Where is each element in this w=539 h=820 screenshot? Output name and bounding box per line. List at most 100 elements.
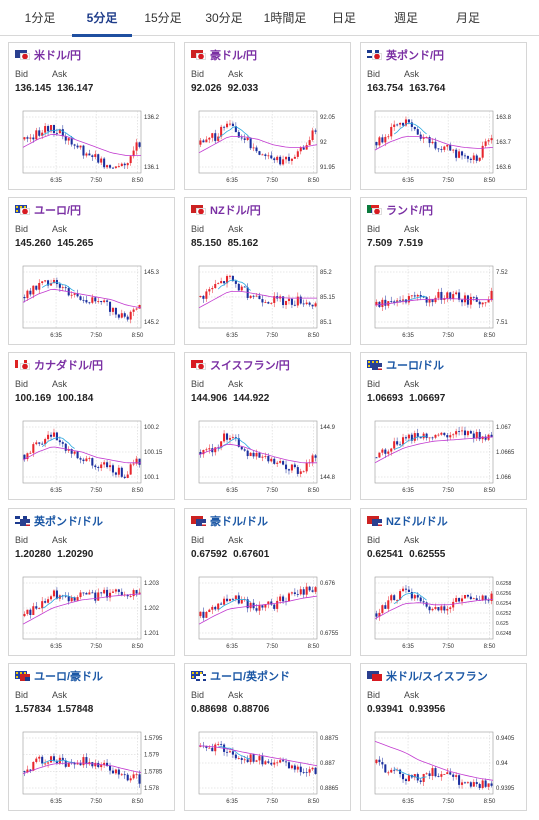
- candle: [231, 598, 234, 600]
- candle: [231, 275, 234, 281]
- ask-value: 1.20290: [57, 549, 94, 560]
- x-tick-label: 8:50: [132, 178, 144, 184]
- currency-pair-link[interactable]: 米ドル/円: [34, 50, 82, 62]
- rate-card[interactable]: ユーロ/ドル Bid Ask 1.06693 1.06697 1.067 1.0665 1.0…: [360, 352, 527, 500]
- price-chart[interactable]: 7.52 7.51 6:35 7:50 8:50: [371, 262, 523, 342]
- rate-card[interactable]: ランド/円 Bid Ask 7.509 7.519 7.52 7.51 6:35 7:50 8:5…: [360, 197, 527, 345]
- currency-pair-link[interactable]: NZドル/ドル: [386, 516, 448, 528]
- ask-value: 0.62555: [409, 549, 446, 560]
- candle: [258, 605, 261, 611]
- x-tick-label: 7:50: [442, 178, 454, 184]
- ask-value: 1.57848: [57, 704, 94, 715]
- price-chart[interactable]: 144.9 144.8 6:35 7:50 8:50: [195, 417, 347, 497]
- currency-pair-link[interactable]: ユーロ/円: [34, 205, 82, 217]
- price-chart[interactable]: 1.5795 1.579 1.5785 1.578 6:35 7:50 8:50: [19, 728, 171, 808]
- candle: [401, 588, 405, 592]
- candle: [249, 295, 252, 298]
- rate-card[interactable]: カナダドル/円 Bid Ask 100.169 100.184 100.2 100.15 10…: [8, 352, 175, 500]
- price-chart[interactable]: 100.2 100.15 100.1 6:35 7:50 8:50: [19, 417, 171, 497]
- moving-average-long: [22, 133, 141, 156]
- candle: [38, 608, 41, 610]
- candle: [120, 313, 123, 318]
- candle: [490, 783, 493, 786]
- currency-pair-link[interactable]: ユーロ/ドル: [386, 360, 445, 372]
- bid-label: Bid: [15, 535, 29, 545]
- candle: [234, 280, 237, 284]
- tab-monthly[interactable]: 月足: [455, 11, 480, 25]
- tab-weekly[interactable]: 週足: [393, 11, 418, 25]
- bid-ask-labels: Bid Ask: [191, 690, 265, 700]
- ask-label: Ask: [404, 224, 420, 234]
- price-chart-svg: 145.3 145.2 6:35 7:50 8:50: [22, 265, 160, 339]
- candle: [255, 452, 258, 457]
- rate-card[interactable]: 豪ドル/円 Bid Ask 92.026 92.033 92.05 92 91.95 6:35 7…: [184, 42, 351, 190]
- price-chart[interactable]: 0.676 0.6755 6:35 7:50 8:50: [195, 573, 347, 653]
- candle: [225, 751, 229, 753]
- candle: [208, 289, 211, 292]
- price-chart[interactable]: 1.067 1.0665 1.066 6:35 7:50 8:50: [371, 417, 523, 497]
- candle: [390, 448, 393, 452]
- tab-1min[interactable]: 1分足: [24, 11, 56, 25]
- rate-card[interactable]: ユーロ/豪ドル Bid Ask 1.57834 1.57848 1.5795 1.579 1.…: [8, 663, 175, 811]
- candle: [91, 592, 94, 594]
- x-tick-label: 7:50: [442, 799, 454, 805]
- tab-daily[interactable]: 日足: [331, 11, 356, 25]
- y-tick-label: 163.6: [496, 165, 512, 171]
- rate-card[interactable]: 英ポンド/ドル Bid Ask 1.20280 1.20290 1.203 1.202 1.2…: [8, 508, 175, 656]
- tab-15min[interactable]: 15分足: [144, 11, 182, 25]
- candle: [261, 154, 264, 156]
- tab-1hour[interactable]: 1時間足: [263, 11, 307, 25]
- price-chart[interactable]: 85.2 85.15 85.1 6:35 7:50 8:50: [195, 262, 347, 342]
- price-chart[interactable]: 1.203 1.202 1.201 6:35 7:50 8:50: [19, 573, 171, 653]
- rate-card[interactable]: 米ドル/スイスフラン Bid Ask 0.93941 0.93956 0.9405 0.94…: [360, 663, 527, 811]
- candle: [475, 782, 478, 785]
- ask-value: 85.162: [227, 238, 259, 249]
- candle: [126, 163, 129, 166]
- candle: [314, 130, 317, 132]
- rate-card[interactable]: 米ドル/円 Bid Ask 136.145 136.147 136.2 136.1 6:35 7…: [8, 42, 175, 190]
- currency-pair-link[interactable]: ランド/円: [386, 205, 434, 217]
- candle: [35, 606, 38, 609]
- rate-card[interactable]: NZドル/ドル Bid Ask 0.62541 0.62555 0.6258 0.6256 0…: [360, 508, 527, 656]
- currency-pair-link[interactable]: 米ドル/スイスフラン: [386, 671, 488, 683]
- candle: [425, 137, 428, 138]
- candle: [205, 139, 208, 143]
- rate-card[interactable]: ユーロ/円 Bid Ask 145.260 145.265 145.3 145.2 6:35 7…: [8, 197, 175, 345]
- price-chart[interactable]: 136.2 136.1 6:35 7:50 8:50: [19, 107, 171, 187]
- currency-pair-link[interactable]: NZドル/円: [210, 205, 261, 217]
- candle: [452, 601, 455, 608]
- currency-pair-link[interactable]: 豪ドル/ドル: [210, 516, 269, 528]
- currency-pair-link[interactable]: 英ポンド/円: [386, 50, 445, 62]
- currency-pair-link[interactable]: ユーロ/英ポンド: [210, 671, 291, 683]
- moving-average-short: [41, 281, 75, 292]
- currency-pair-link[interactable]: ユーロ/豪ドル: [34, 671, 104, 683]
- price-chart[interactable]: 0.8875 0.887 0.8865 6:35 7:50 8:50: [195, 728, 347, 808]
- currency-pair-link[interactable]: 豪ドル/円: [210, 50, 258, 62]
- currency-pair-link[interactable]: 英ポンド/ドル: [34, 516, 104, 528]
- rate-card[interactable]: ユーロ/英ポンド Bid Ask 0.88698 0.88706 0.8875 0.887 0…: [184, 663, 351, 811]
- price-chart[interactable]: 145.3 145.2 6:35 7:50 8:50: [19, 262, 171, 342]
- currency-pair-link[interactable]: スイスフラン/円: [210, 360, 290, 372]
- candle: [487, 600, 490, 602]
- ask-label: Ask: [52, 690, 68, 700]
- tab-5min[interactable]: 5分足: [72, 0, 132, 37]
- candle: [410, 122, 413, 127]
- currency-pair-link[interactable]: カナダドル/円: [34, 360, 104, 372]
- candle: [82, 145, 85, 156]
- rate-card[interactable]: スイスフラン/円 Bid Ask 144.906 144.922 144.9 144.8 6:…: [184, 352, 351, 500]
- rate-card[interactable]: 英ポンド/円 Bid Ask 163.754 163.764 163.8 163.7 163.…: [360, 42, 527, 190]
- price-chart[interactable]: 163.8 163.7 163.6 6:35 7:50 8:50: [371, 107, 523, 187]
- candle: [243, 286, 246, 288]
- candle: [47, 762, 50, 764]
- candle: [261, 756, 264, 765]
- candle: [463, 430, 467, 436]
- price-chart[interactable]: 92.05 92 91.95 6:35 7:50 8:50: [195, 107, 347, 187]
- candle: [472, 155, 475, 160]
- candle: [460, 299, 464, 303]
- price-chart[interactable]: 0.9405 0.94 0.9395 6:35 7:50 8:50: [371, 728, 523, 808]
- candle: [85, 592, 88, 595]
- price-chart[interactable]: 0.6258 0.6256 0.6254 0.6252 0.625 0.6248 6:35 7…: [371, 573, 523, 653]
- rate-card[interactable]: 豪ドル/ドル Bid Ask 0.67592 0.67601 0.676 0.6755 6:3…: [184, 508, 351, 656]
- rate-card[interactable]: NZドル/円 Bid Ask 85.150 85.162 85.2 85.15 85.1 6:3…: [184, 197, 351, 345]
- tab-30min[interactable]: 30分足: [205, 11, 243, 25]
